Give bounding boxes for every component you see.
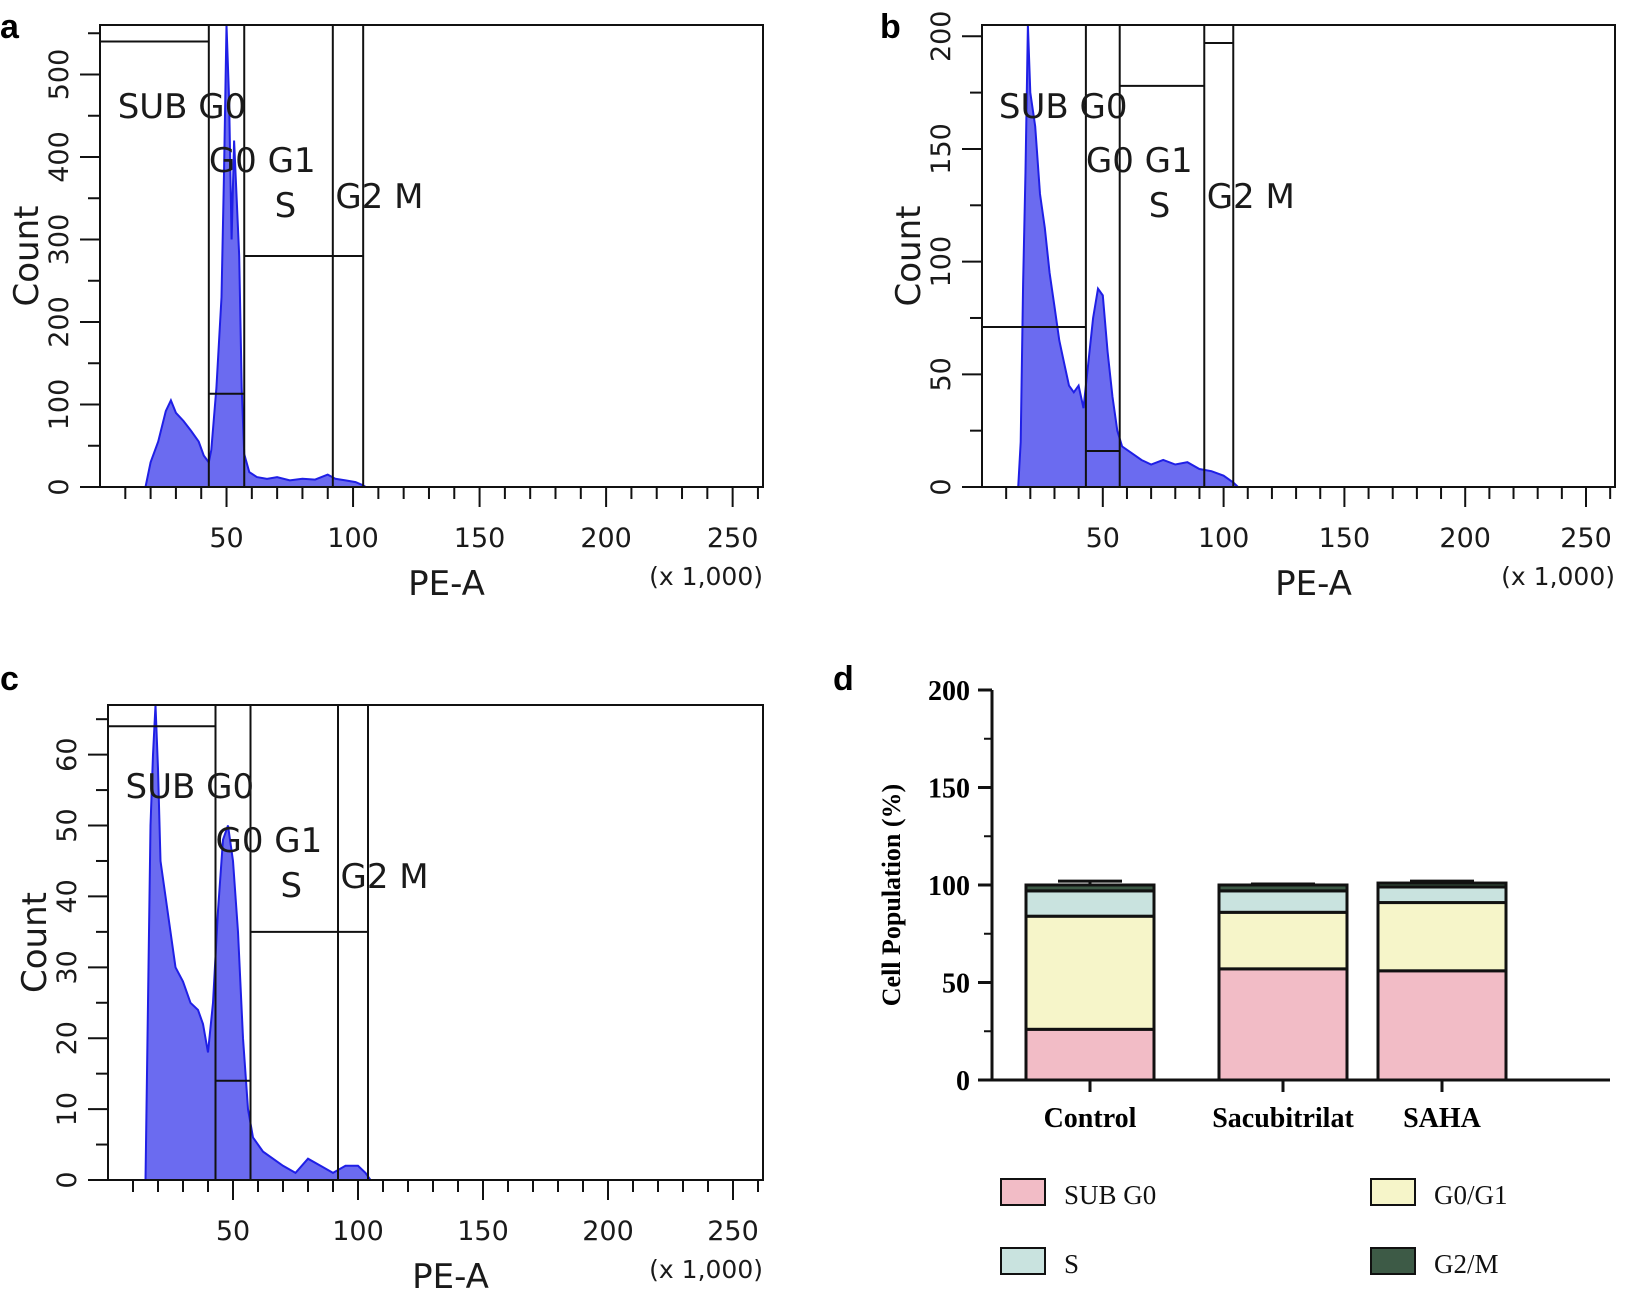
- legend-label: S: [1064, 1249, 1079, 1279]
- legend-swatch: [1000, 1247, 1046, 1275]
- bar-segment: [1376, 881, 1508, 889]
- x-axis-unit: (x 1,000): [649, 562, 763, 591]
- gate-label-g0-g1: G0 G1: [216, 821, 323, 861]
- panel-label-a: a: [0, 8, 20, 46]
- panel-label-b: b: [880, 8, 901, 46]
- legend-swatch: [1370, 1247, 1416, 1275]
- x-tick-label: 250: [707, 1216, 759, 1247]
- gate-label-sub-g0: SUB G0: [999, 87, 1128, 127]
- gate-label-s: S: [281, 866, 303, 906]
- y-tick-label: 100: [926, 236, 957, 288]
- x-axis-title: PE-A: [412, 1257, 489, 1297]
- y-tick-label: 200: [44, 296, 75, 348]
- legend-label: G0/G1: [1434, 1180, 1508, 1210]
- gate-label-g2-m: G2 M: [1207, 177, 1295, 217]
- y-tick-label: 400: [44, 131, 75, 183]
- x-tick-label: 200: [582, 1216, 634, 1247]
- panel-label-d: d: [833, 660, 854, 698]
- x-tick-label: 50: [216, 1216, 250, 1247]
- y-tick-label: 0: [44, 478, 75, 495]
- x-tick-label: 250: [1560, 523, 1612, 554]
- y-tick-label: 0: [956, 1066, 970, 1097]
- legend-swatch: [1000, 1178, 1046, 1206]
- x-tick-label: SAHA: [1403, 1103, 1482, 1134]
- bar-segment: [1376, 885, 1508, 905]
- x-tick-label: 200: [1439, 523, 1491, 554]
- y-tick-label: 200: [926, 10, 957, 62]
- bar-segment: [1217, 910, 1349, 971]
- x-tick-label: 50: [1086, 523, 1120, 554]
- legend-label: SUB G0: [1064, 1180, 1156, 1210]
- bar-segment: [1024, 889, 1156, 918]
- bar-segment: [1024, 883, 1156, 893]
- bar-segment: [1217, 889, 1349, 914]
- y-tick-label: 150: [926, 123, 957, 175]
- bar-segment: [1376, 901, 1508, 973]
- bar-segment: [1376, 969, 1508, 1082]
- x-tick-label: Sacubitrilat: [1212, 1103, 1354, 1134]
- gate-label-g2-m: G2 M: [341, 857, 429, 897]
- y-tick-label: 50: [926, 357, 957, 391]
- y-tick-label: 150: [928, 774, 970, 805]
- histogram-area: [144, 24, 370, 488]
- y-tick-label: 40: [52, 879, 83, 913]
- legend-swatch: [1370, 1178, 1416, 1206]
- x-tick-label: 100: [327, 523, 379, 554]
- flow-histogram-a: SUB G0 G0 G1 S G2 M 50 100 150 200 250 0 100 200 300…: [7, 24, 764, 604]
- y-tick-label: 50: [942, 969, 970, 1000]
- plot-frame: [981, 24, 1616, 488]
- x-tick-label: 100: [1198, 523, 1250, 554]
- panel-label-c: c: [0, 660, 19, 698]
- histogram-area: [1017, 24, 1241, 488]
- x-axis-unit: (x 1,000): [649, 1255, 763, 1284]
- y-tick-label: 300: [44, 214, 75, 266]
- histogram-area: [144, 704, 373, 1181]
- legend-label: G2/M: [1434, 1249, 1499, 1279]
- x-axis-title: PE-A: [408, 564, 485, 604]
- y-tick-label: 100: [44, 379, 75, 431]
- gate-label-s: S: [1149, 186, 1171, 226]
- x-tick-label: 250: [707, 523, 759, 554]
- plot-frame: [99, 24, 764, 488]
- bar-segment: [1024, 1027, 1156, 1082]
- y-axis-title: Count: [7, 206, 47, 307]
- gate-label-g2-m: G2 M: [335, 177, 423, 217]
- y-tick-label: 100: [928, 871, 970, 902]
- flow-histogram-b: SUB G0 G0 G1 S G2 M 50 100 150 200 250 0 50 100 150 2…: [889, 10, 1616, 604]
- x-tick-label: 150: [457, 1216, 509, 1247]
- x-tick-label: Control: [1044, 1103, 1137, 1134]
- y-tick-label: 20: [52, 1021, 83, 1055]
- y-tick-label: 10: [52, 1092, 83, 1126]
- x-axis-unit: (x 1,000): [1501, 562, 1615, 591]
- y-axis-title: Cell Population (%): [877, 784, 906, 1006]
- gate-label-s: S: [275, 186, 297, 226]
- y-tick-label: 0: [52, 1171, 83, 1188]
- gate-label-g0-g1: G0 G1: [1086, 141, 1193, 181]
- y-tick-label: 60: [52, 737, 83, 771]
- flow-histogram-c: SUB G0 G0 G1 S G2 M 50 100 150 200 250 0 10 20 30 40 5…: [15, 704, 764, 1297]
- y-tick-label: 0: [926, 478, 957, 495]
- x-tick-label: 100: [332, 1216, 384, 1247]
- bar-segment: [1024, 914, 1156, 1031]
- gate-label-sub-g0: SUB G0: [118, 87, 247, 127]
- x-tick-label: 50: [209, 523, 243, 554]
- y-tick-label: 30: [52, 950, 83, 984]
- y-tick-label: 500: [44, 49, 75, 101]
- y-axis-title: Count: [15, 892, 55, 993]
- y-tick-label: 200: [928, 676, 970, 707]
- x-tick-label: 150: [1319, 523, 1371, 554]
- y-tick-label: 50: [52, 808, 83, 842]
- gate-label-g0-g1: G0 G1: [209, 141, 316, 181]
- bar-segment: [1217, 967, 1349, 1082]
- plot-frame: [107, 704, 764, 1181]
- x-tick-label: 150: [454, 523, 506, 554]
- gate-label-sub-g0: SUB G0: [126, 767, 255, 807]
- y-axis-title: Count: [889, 206, 929, 307]
- legend: SUB G0 G0/G1 S G2/M: [1000, 1178, 1508, 1279]
- x-axis-title: PE-A: [1275, 564, 1352, 604]
- bar-segment: [1217, 883, 1349, 893]
- stacked-bar-chart-d: 0 50 100 150 200 Cell Population (%) Control Sa…: [877, 676, 1610, 1134]
- x-tick-label: 200: [580, 523, 632, 554]
